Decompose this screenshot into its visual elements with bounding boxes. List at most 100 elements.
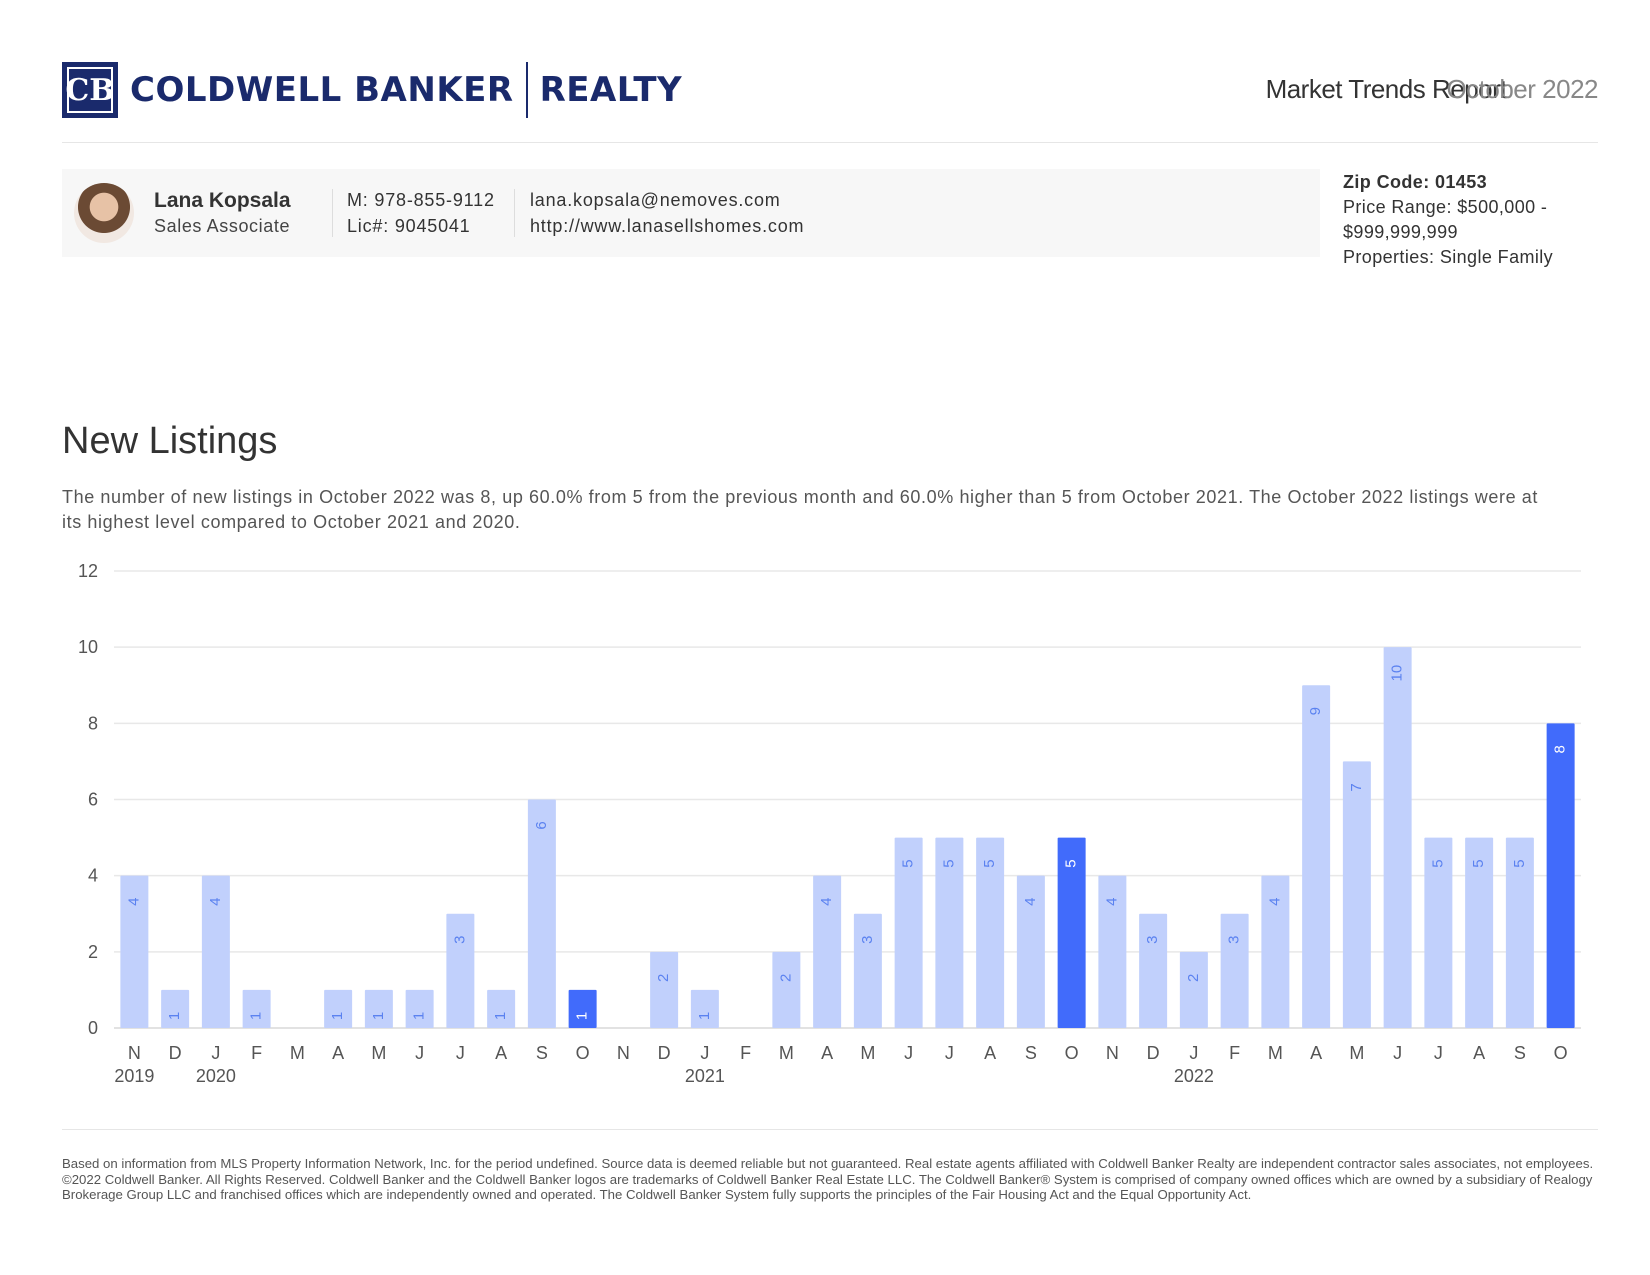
- bar-value-label: 1: [574, 1012, 591, 1020]
- x-tick-label: S: [1025, 1043, 1037, 1063]
- x-tick-label: S: [536, 1043, 548, 1063]
- search-criteria: Zip Code: 01453 Price Range: $500,000 - …: [1343, 170, 1593, 270]
- y-tick-label: 0: [88, 1018, 98, 1038]
- bar: [1098, 875, 1127, 1028]
- property-type: Properties: Single Family: [1343, 247, 1554, 267]
- bar: [1546, 723, 1575, 1028]
- bar: [650, 951, 679, 1028]
- x-tick-label: J: [456, 1043, 465, 1063]
- bar: [1383, 647, 1412, 1028]
- bar-value-label: 3: [1144, 936, 1161, 944]
- bar: [527, 799, 556, 1028]
- x-tick-label: J: [904, 1043, 913, 1063]
- bar: [772, 951, 801, 1028]
- bar-value-label: 2: [1185, 974, 1202, 982]
- header-divider: [62, 142, 1598, 143]
- card-divider: [514, 189, 515, 237]
- bar: [1016, 875, 1045, 1028]
- bar-value-label: 7: [1348, 783, 1365, 791]
- bar-value-label: 5: [981, 859, 998, 867]
- bar-value-label: 6: [533, 821, 550, 829]
- bar: [690, 989, 719, 1028]
- agent-name: Lana Kopsala: [154, 189, 291, 212]
- x-tick-label: N: [1106, 1043, 1119, 1063]
- x-tick-label: A: [1310, 1043, 1322, 1063]
- x-tick-label: N: [128, 1043, 141, 1063]
- bar: [853, 913, 882, 1028]
- bar: [1139, 913, 1168, 1028]
- bar: [1302, 685, 1331, 1028]
- bar-value-label: 5: [1063, 859, 1080, 867]
- bar-value-label: 9: [1307, 707, 1324, 715]
- agent-card: Lana Kopsala Sales Associate M: 978-855-…: [62, 169, 1320, 257]
- bar-value-label: 4: [1266, 897, 1283, 905]
- bar: [242, 989, 271, 1028]
- x-tick-label: J: [211, 1043, 220, 1063]
- bar: [201, 875, 230, 1028]
- x-tick-label: M: [290, 1043, 305, 1063]
- y-tick-label: 10: [78, 637, 98, 657]
- x-tick-label: M: [1268, 1043, 1283, 1063]
- bar-value-label: 5: [900, 859, 917, 867]
- x-tick-label: O: [576, 1043, 590, 1063]
- brand-suffix: REALTY: [539, 70, 683, 110]
- agent-mobile[interactable]: M: 978-855-9112: [347, 190, 495, 210]
- bar-value-label: 10: [1389, 665, 1406, 682]
- x-tick-label: J: [1434, 1043, 1443, 1063]
- bar: [364, 989, 393, 1028]
- y-tick-label: 2: [88, 942, 98, 962]
- x-tick-label: D: [169, 1043, 182, 1063]
- bar-value-label: 1: [411, 1012, 428, 1020]
- bar-value-label: 1: [696, 1012, 713, 1020]
- x-tick-label: D: [1147, 1043, 1160, 1063]
- agent-avatar: [74, 183, 134, 243]
- agent-email-link[interactable]: lana.kopsala@nemoves.com: [530, 190, 781, 210]
- bar: [1342, 761, 1371, 1028]
- bar: [935, 837, 964, 1028]
- x-tick-label: J: [415, 1043, 424, 1063]
- bar: [1424, 837, 1453, 1028]
- year-label: 2021: [685, 1066, 725, 1086]
- bar: [1179, 951, 1208, 1028]
- x-tick-label: F: [740, 1043, 751, 1063]
- bar-value-label: 1: [370, 1012, 387, 1020]
- report-date: October 2022: [1446, 74, 1598, 104]
- x-tick-label: M: [860, 1043, 875, 1063]
- bar-value-label: 1: [329, 1012, 346, 1020]
- x-tick-label: M: [779, 1043, 794, 1063]
- x-tick-label: F: [1229, 1043, 1240, 1063]
- agent-website-link[interactable]: http://www.lanasellshomes.com: [530, 216, 805, 236]
- bar: [1057, 837, 1086, 1028]
- x-tick-label: J: [1393, 1043, 1402, 1063]
- bar: [1220, 913, 1249, 1028]
- x-tick-label: M: [1349, 1043, 1364, 1063]
- agent-license: Lic#: 9045041: [347, 216, 471, 236]
- agent-role: Sales Associate: [154, 216, 291, 236]
- x-tick-label: A: [495, 1043, 507, 1063]
- bar: [976, 837, 1005, 1028]
- x-tick-label: N: [617, 1043, 630, 1063]
- bar-value-label: 4: [1103, 897, 1120, 905]
- bar-value-label: 4: [818, 897, 835, 905]
- bar: [120, 875, 149, 1028]
- y-tick-label: 4: [88, 866, 98, 886]
- bar-value-label: 5: [1470, 859, 1487, 867]
- y-tick-label: 8: [88, 713, 98, 733]
- year-label: 2020: [196, 1066, 236, 1086]
- x-tick-label: A: [821, 1043, 833, 1063]
- bar-value-label: 4: [1022, 897, 1039, 905]
- bar-value-label: 4: [125, 897, 142, 905]
- year-label: 2019: [114, 1066, 154, 1086]
- bar-value-label: 3: [1226, 936, 1243, 944]
- bar-value-label: 2: [777, 974, 794, 982]
- x-tick-label: A: [1473, 1043, 1485, 1063]
- section-title: New Listings: [62, 420, 278, 462]
- bar-value-label: 1: [492, 1012, 509, 1020]
- y-tick-label: 12: [78, 561, 98, 581]
- card-divider: [332, 189, 333, 237]
- x-tick-label: O: [1065, 1043, 1079, 1063]
- x-tick-label: J: [1189, 1043, 1198, 1063]
- bar: [894, 837, 923, 1028]
- x-tick-label: J: [945, 1043, 954, 1063]
- brand-name: COLDWELL BANKER: [130, 70, 514, 110]
